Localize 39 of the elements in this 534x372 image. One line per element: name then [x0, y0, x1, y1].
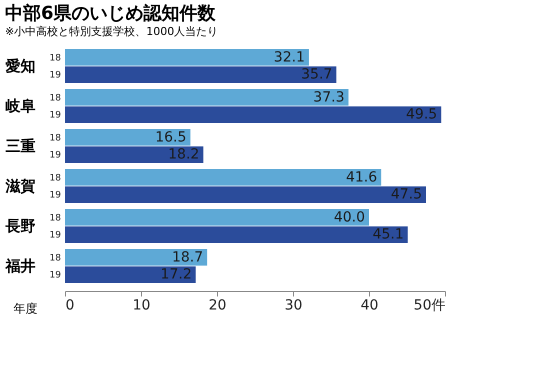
chart-title: 中部6県のいじめ認知件数: [5, 3, 217, 24]
legend-title: 年度: [14, 302, 38, 316]
x-tick-label: 20: [208, 298, 226, 314]
data-label: 40.0: [334, 209, 365, 226]
text: 18: [50, 253, 61, 264]
text: 19: [50, 230, 61, 241]
text: 19: [50, 150, 61, 161]
data-label: 45.1: [372, 226, 404, 243]
data-label: 35.7: [301, 66, 332, 83]
text: 18: [50, 93, 61, 104]
y-tick-label: 長野: [4, 217, 36, 235]
x-tick-label: 30: [284, 298, 302, 314]
data-label: 17.2: [160, 266, 192, 283]
series-label: 18: [50, 53, 62, 64]
data-label: 32.1: [274, 49, 305, 66]
text: 19: [50, 190, 61, 201]
x-tick-label: 0: [66, 298, 74, 314]
text: 18: [50, 213, 61, 224]
y-tick-label: 岐阜: [6, 97, 36, 115]
series-label: 19: [50, 70, 62, 81]
data-label: 47.5: [390, 186, 422, 203]
y-tick-label: 滋賀: [4, 177, 36, 195]
data-label: 18.7: [172, 249, 204, 266]
text: 19: [50, 270, 61, 281]
data-label: 16.5: [155, 129, 186, 146]
data-label: 49.5: [406, 106, 438, 123]
x-tick-label: 50件: [414, 298, 446, 314]
text: 19: [50, 110, 61, 121]
y-tick-label: 愛知: [6, 57, 36, 75]
data-label: 37.3: [313, 89, 344, 106]
y-tick-label: 福井: [4, 257, 36, 275]
x-tick-label: 40: [360, 298, 378, 314]
text: 18: [50, 133, 61, 144]
text: 18: [50, 173, 61, 184]
x-tick-label: 10: [132, 298, 150, 314]
text: ※小中高校と特別支援学校、1000人当たり: [5, 25, 218, 38]
data-label: 18.2: [168, 146, 200, 163]
y-tick-label: 三重: [6, 137, 36, 155]
data-label: 41.6: [346, 169, 378, 186]
